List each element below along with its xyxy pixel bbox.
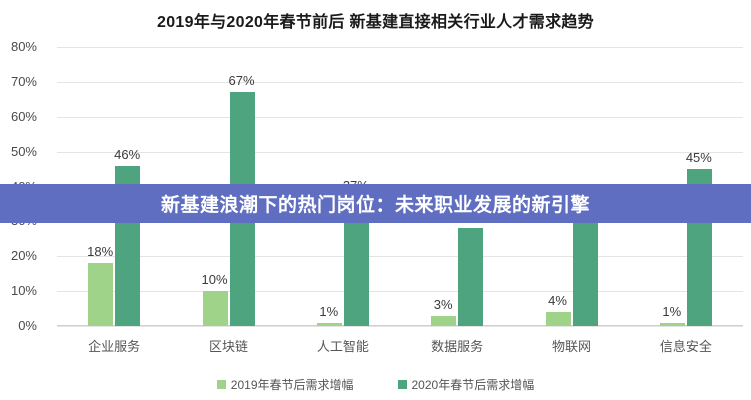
bar [431,315,457,326]
bar-value-label: 1% [319,303,339,319]
bar-value-label: 3% [433,296,453,312]
x-axis-category-label: 数据服务 [431,339,484,354]
overlay-banner: 新基建浪潮下的热门岗位：未来职业发展的新引擎 [0,184,751,223]
bar [202,291,228,326]
gridline [57,256,743,258]
axis-baseline [57,325,743,326]
y-axis-tick-label: 80% [10,39,37,54]
x-axis-category-label: 企业服务 [88,339,141,354]
x-axis-category-label: 信息安全 [659,339,712,354]
y-axis-tick-label: 10% [10,283,37,299]
y-axis-tick-label: 0% [18,318,37,333]
gridline [57,47,743,48]
legend-item[interactable]: 2019年春节后需求增幅 [216,376,354,393]
bar-value-label: 1% [662,303,682,319]
bar-value-label: 18% [87,244,114,260]
bar-value-label: 46% [114,146,141,162]
chart-title: 2019年与2020年春节前后 新基建直接相关行业人才需求趋势 [157,14,594,31]
bar [572,221,598,326]
legend-label: 2019年春节后需求增幅 [230,378,354,392]
gridline [57,81,743,83]
x-axis-category-label: 物联网 [551,339,591,354]
gridline [57,326,743,327]
chart-legend: 2019年春节后需求增幅 2020年春节后需求增幅 [0,376,751,393]
bar-value-label: 67% [228,73,255,89]
x-axis-category-label: 人工智能 [316,339,369,354]
overlay-banner-text: 新基建浪潮下的热门岗位：未来职业发展的新引擎 [160,195,590,216]
legend-swatch-icon [397,380,407,389]
bar-value-label: 10% [201,272,228,288]
bar [659,322,685,326]
legend-label: 2020年春节后需求增幅 [411,378,535,392]
bar-value-label: 45% [685,150,712,166]
bar-value-label: 4% [548,293,567,309]
y-axis-tick-label: 60% [10,108,37,124]
gridline [57,151,743,153]
bar [545,312,571,326]
y-axis-tick-label: 70% [10,73,37,89]
gridline [57,116,743,118]
gridline [57,291,743,293]
y-axis-tick-label: 50% [10,143,37,159]
bar [88,263,114,326]
bar [458,228,484,326]
bar [316,322,342,326]
legend-swatch-icon [216,380,226,389]
x-axis-category-label: 区块链 [208,339,248,354]
legend-item[interactable]: 2020年春节后需求增幅 [397,376,535,393]
y-axis-tick-label: 20% [10,248,37,264]
